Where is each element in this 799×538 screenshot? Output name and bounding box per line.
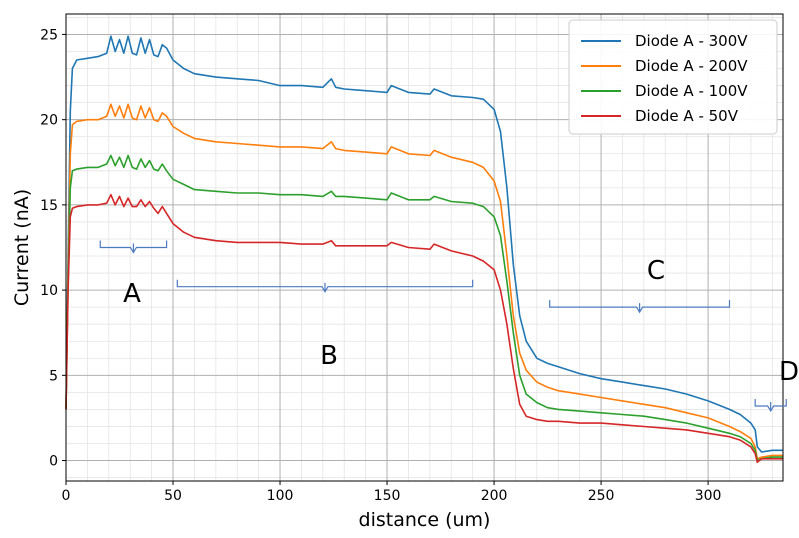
x-tick-label: 150: [374, 488, 401, 504]
region-label-A: A: [123, 279, 141, 309]
legend-label: Diode A - 300V: [635, 32, 748, 50]
x-tick-label: 0: [62, 488, 71, 504]
x-tick-label: 300: [695, 488, 722, 504]
region-label-D: D: [779, 357, 799, 387]
legend: Diode A - 300V Diode A - 200V Diode A - 10…: [568, 19, 778, 135]
region-label-C: C: [647, 256, 665, 286]
plot-frame: [65, 13, 784, 482]
y-tick-label: 15: [40, 198, 58, 214]
region-bracket-D: [754, 399, 787, 413]
series-line-1: [65, 35, 783, 453]
legend-label: Diode A - 100V: [635, 82, 748, 100]
x-axis-label: distance (um): [359, 509, 491, 531]
region-bracket-C: [549, 300, 731, 314]
region-annotations: A B C D: [99, 240, 799, 413]
y-axis-label: Current (nA): [11, 189, 33, 306]
x-tick-label: 50: [164, 488, 182, 504]
series-line-3: [65, 154, 783, 462]
y-axis-ticks: 0 5 10 15 20 25: [40, 27, 66, 470]
region-label-B: B: [320, 341, 338, 371]
x-tick-label: 250: [588, 488, 615, 504]
y-tick-label: 25: [40, 27, 58, 43]
series-line-4: [65, 193, 783, 464]
x-axis-ticks: 0 50 100 150 200 250 300: [62, 481, 722, 504]
x-tick-label: 100: [267, 488, 294, 504]
y-tick-label: 5: [49, 368, 58, 384]
region-bracket-B: [176, 279, 474, 293]
legend-label: Diode A - 50V: [635, 107, 739, 125]
legend-label: Diode A - 200V: [635, 57, 748, 75]
y-tick-label: 0: [49, 454, 58, 470]
y-tick-label: 20: [40, 113, 58, 129]
region-bracket-A: [99, 240, 168, 254]
series-lines: [65, 35, 783, 464]
legend-box: [568, 19, 778, 135]
series-line-2: [65, 103, 783, 460]
x-tick-label: 200: [481, 488, 508, 504]
y-tick-label: 10: [40, 283, 58, 299]
